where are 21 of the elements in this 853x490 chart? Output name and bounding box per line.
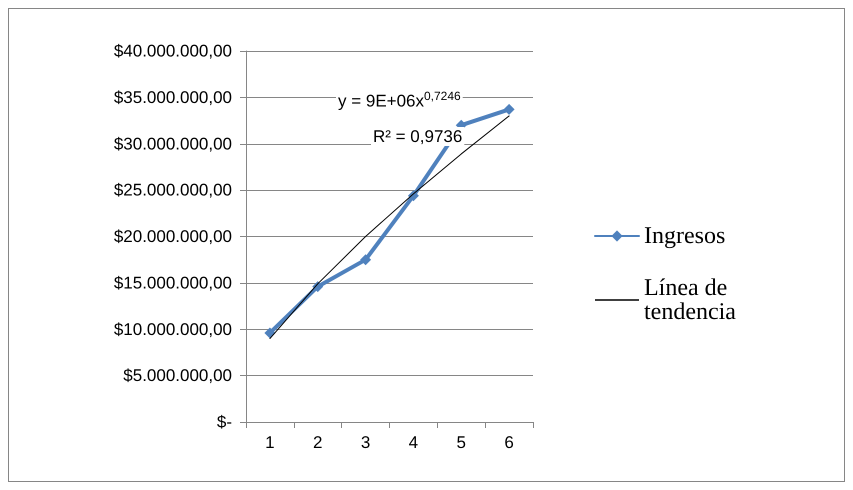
point bbox=[264, 327, 276, 338]
y-tick-label: $20.000.000,00 bbox=[114, 227, 232, 246]
x-tick-label: 3 bbox=[360, 433, 370, 452]
legend-label: Ingresos bbox=[644, 223, 726, 249]
y-tick-label: $30.000.000,00 bbox=[114, 134, 232, 154]
y-tick-label: $10.000.000,00 bbox=[114, 320, 232, 339]
y-tick-label: $40.000.000,00 bbox=[114, 42, 232, 60]
x-tick-label: 4 bbox=[408, 433, 418, 452]
point bbox=[360, 254, 372, 266]
y-tick-label: $- bbox=[216, 412, 232, 432]
point bbox=[504, 104, 515, 115]
legend-label: Línea de tendencia bbox=[644, 275, 736, 325]
y-tick-label: $5.000.000,00 bbox=[123, 366, 232, 386]
x-tick-label: 1 bbox=[265, 433, 275, 452]
y-tick-label: $15.000.000,00 bbox=[114, 273, 232, 292]
y-tick-label: $35.000.000,00 bbox=[114, 88, 232, 107]
x-tick-label: 5 bbox=[456, 433, 466, 452]
y-tick-label: $25.000.000,00 bbox=[114, 180, 232, 200]
x-tick-label: 2 bbox=[313, 433, 322, 452]
x-tick-label: 6 bbox=[504, 433, 514, 452]
annotation: R² = 0,9736 bbox=[373, 127, 462, 146]
